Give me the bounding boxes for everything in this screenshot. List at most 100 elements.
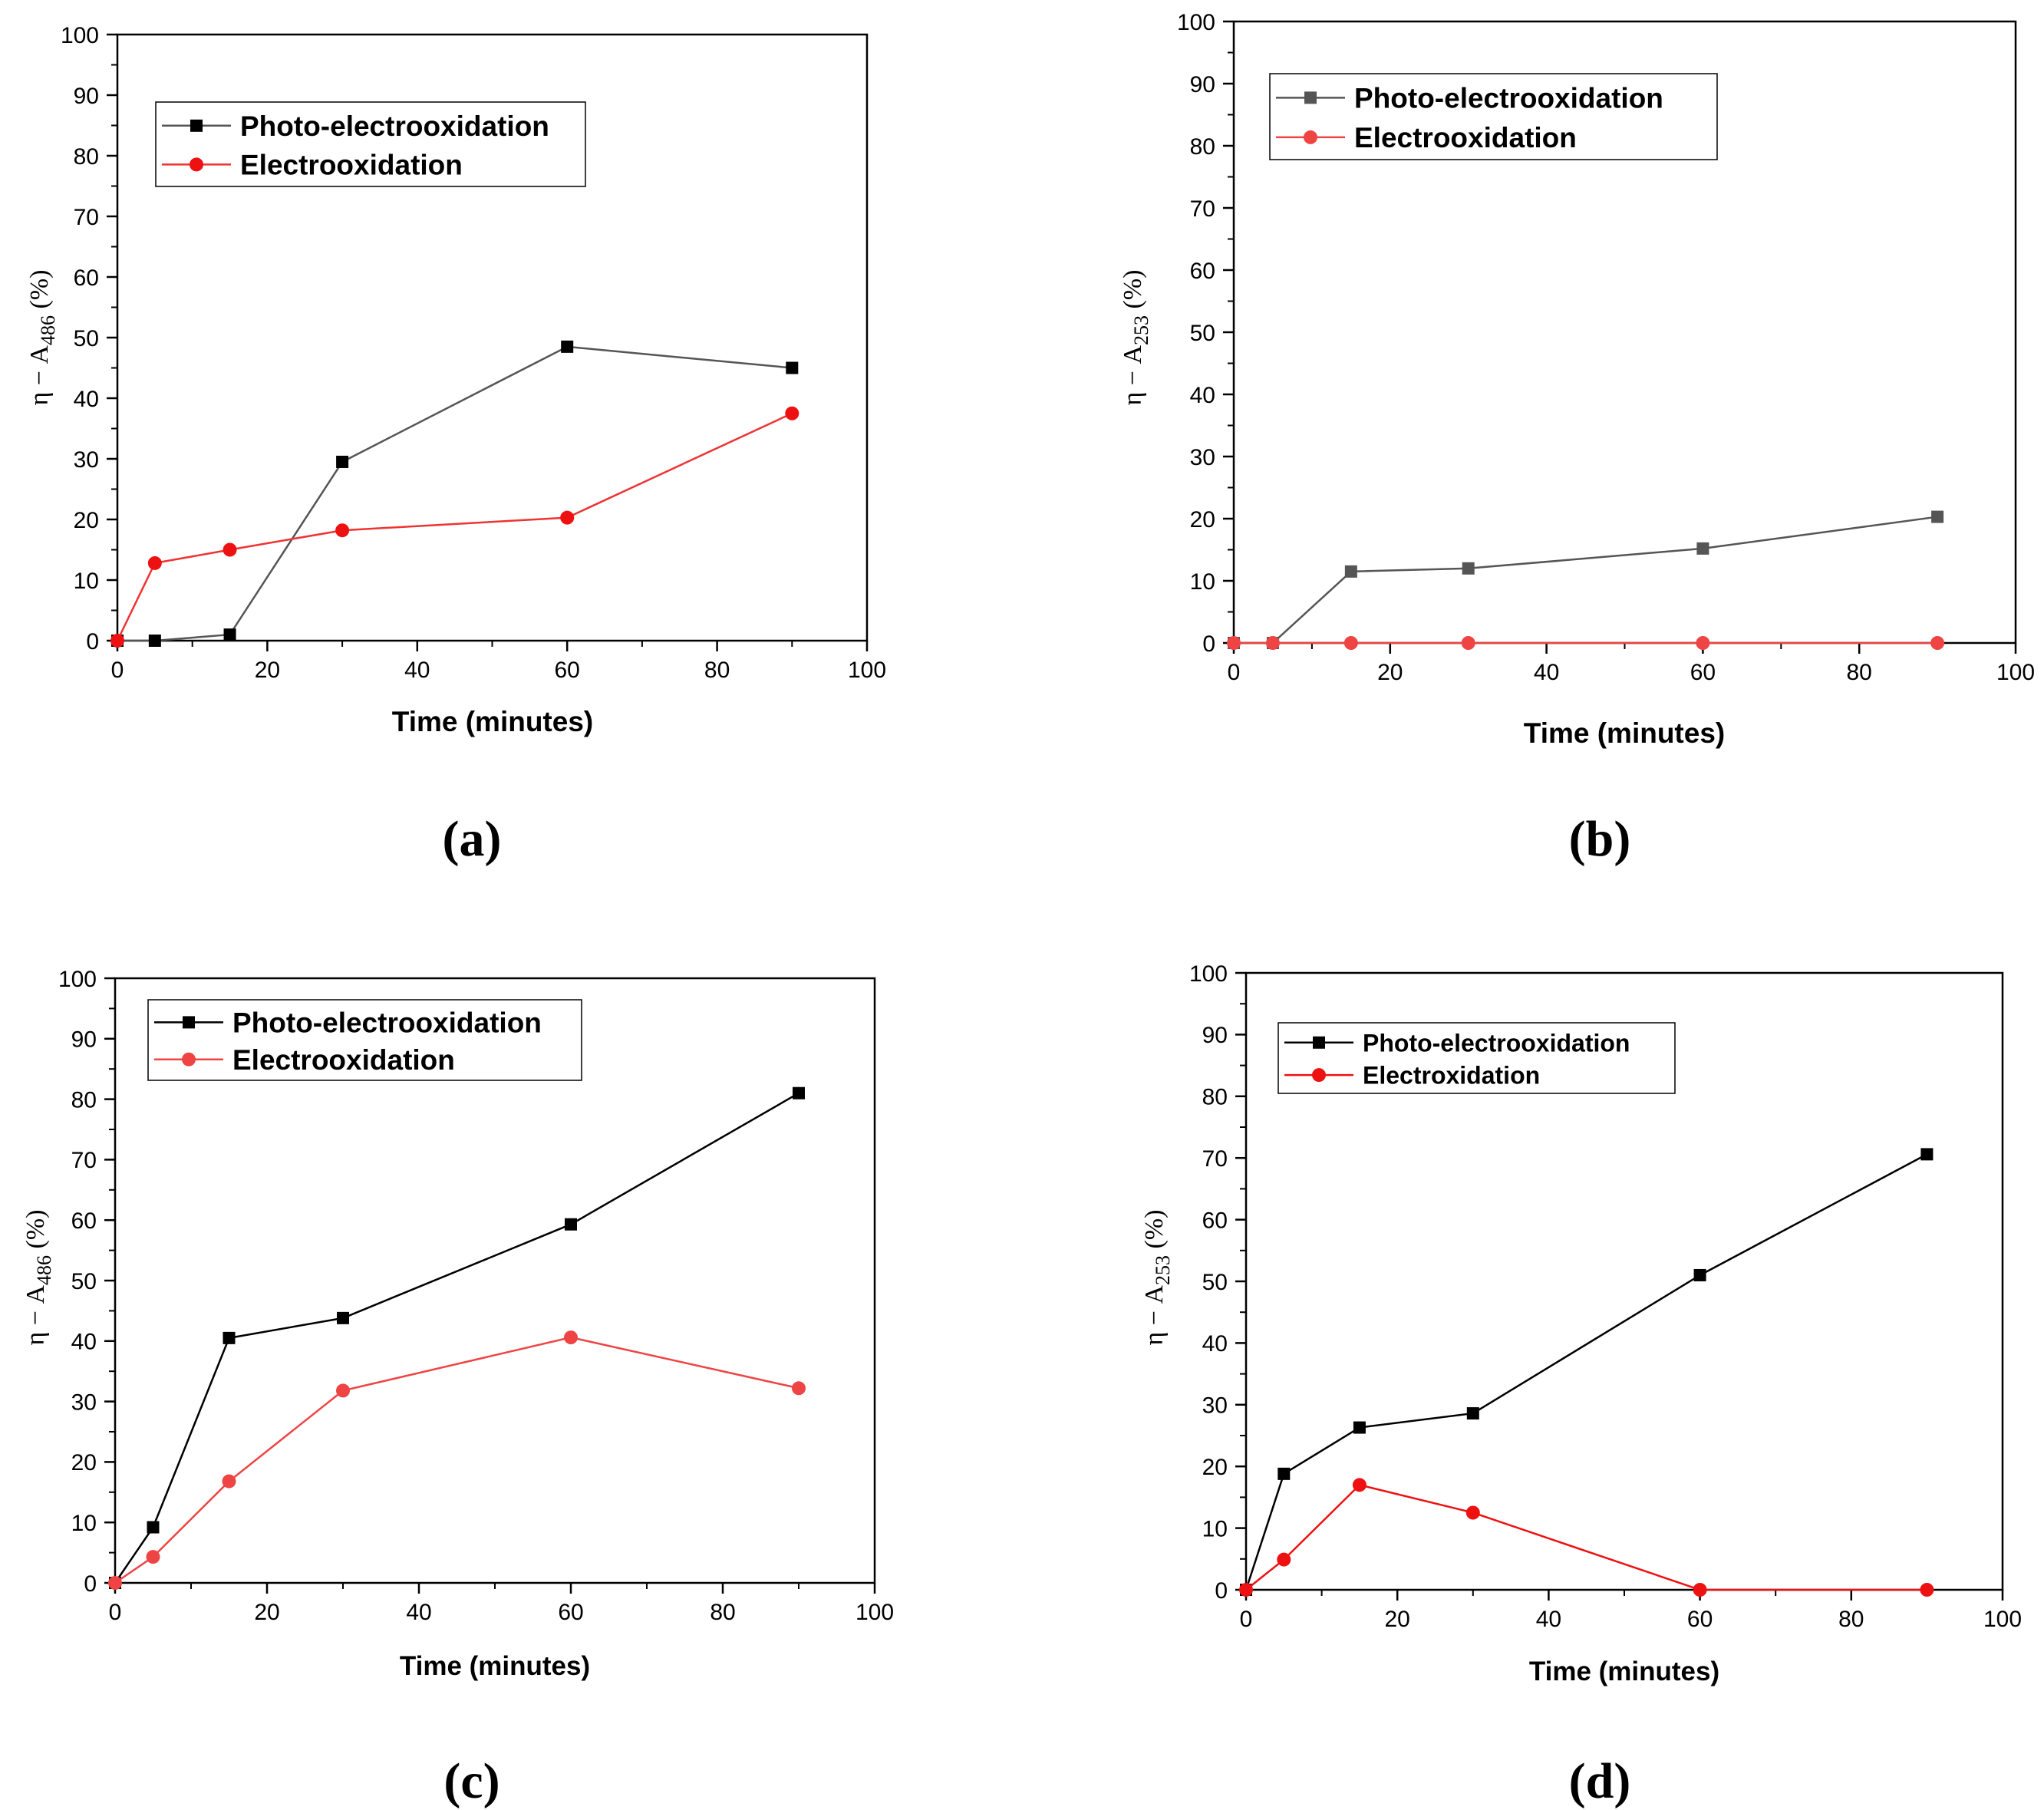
y-tick-label: 30 [1202,1393,1228,1419]
y-tick-label: 90 [1190,72,1215,97]
data-point-circle [792,1381,806,1396]
data-point-circle [146,1550,160,1564]
legend-label: Electrooxidation [240,150,463,181]
y-axis-title-subscript: 253 [1152,1255,1174,1285]
series-line-photo-electrooxidation [117,345,793,642]
legend-circle-marker [1312,1068,1326,1083]
y-axis-title: η − A486 (%) [25,270,59,406]
data-point-circle [1693,1583,1707,1597]
x-axis-title: Time (minutes) [1524,717,1725,749]
y-tick-label: 40 [74,387,99,412]
y-tick-label: 40 [1190,383,1215,408]
y-axis-title-subscript: 486 [33,1255,55,1285]
series-line-electrooxidation [116,412,793,641]
legend-square-marker [190,119,203,132]
y-tick-label: 90 [1202,1023,1228,1048]
series-line-photo-electrooxidation [1234,516,1938,645]
y-tick-label: 10 [1202,1516,1228,1541]
x-tick-label: 80 [704,658,730,683]
y-tick-label: 30 [74,447,99,473]
x-tick-label: 80 [710,1600,735,1625]
data-point-circle [1465,1505,1480,1520]
y-axis-title-main: η − A [25,345,54,406]
data-point-square [337,1311,349,1324]
legend: Photo-electrooxidation Electrooxidation [147,999,582,1081]
x-tick-label: 100 [1983,1607,2022,1632]
legend-label: Electrooxidation [232,1044,455,1076]
chart-panel-d: 0 20 40 60 80 100 0 10 20 30 40 50 60 70 80 90 100 Photo-… [1140,961,2022,1809]
legend: Photo-electrooxidation Electrooxidation [155,101,586,187]
data-point-square [148,635,161,647]
x-tick-label: 0 [1228,660,1241,685]
x-tick-label: 40 [1534,660,1559,685]
y-tick-label: 100 [1189,961,1228,987]
x-axis-title: Time (minutes) [1529,1657,1719,1686]
data-point-square [793,1086,805,1100]
data-point-square [1931,510,1944,523]
data-point-square [1696,542,1709,555]
y-tick-label: 30 [1190,445,1215,470]
y-tick-label: 60 [74,265,99,291]
y-axis-title-suffix: (%) [21,1210,50,1255]
data-point-square [336,455,349,468]
data-point-circle [1920,1583,1934,1597]
series-line-electrooxidation [114,1336,799,1584]
data-point-circle [564,1330,578,1345]
data-point-circle [336,1383,350,1398]
y-tick-label: 0 [1215,1578,1228,1604]
x-tick-label: 60 [1690,660,1716,685]
data-point-square [561,340,574,353]
panel-label: (b) [1569,811,1631,867]
data-point-circle [1277,1552,1291,1567]
x-tick-label: 20 [254,1600,279,1625]
legend-box [155,101,586,187]
data-point-circle [1461,636,1475,650]
data-point-circle [110,634,124,648]
y-tick-label: 60 [71,1208,97,1234]
y-tick-label: 20 [1202,1455,1228,1480]
legend-square-marker [1313,1036,1325,1049]
legend-label: Electrooxidation [1354,122,1577,153]
y-tick-label: 20 [71,1450,97,1475]
y-tick-label: 0 [84,1571,97,1597]
x-tick-label: 100 [848,658,886,683]
x-tick-label: 40 [1536,1607,1561,1632]
y-axis-title: η − A486 (%) [21,1210,55,1346]
legend-circle-marker [1304,130,1317,144]
y-tick-label: 100 [1177,10,1215,35]
y-tick-label: 50 [71,1269,97,1294]
y-axis-title-main: η − A [1140,1285,1169,1346]
x-tick-label: 0 [109,1600,122,1625]
panel-label: (a) [443,811,502,867]
y-axis-title-main: η − A [1119,345,1147,406]
y-axis-title-suffix: (%) [1119,270,1147,315]
panel-label: (d) [1569,1753,1631,1809]
x-tick-label: 40 [404,658,430,683]
x-tick-label: 100 [856,1600,894,1625]
y-axis-title: η − A253 (%) [1119,270,1152,406]
y-tick-label: 90 [74,84,99,109]
y-tick-label: 50 [1202,1270,1228,1295]
y-tick-label: 30 [71,1390,97,1415]
y-tick-label: 100 [61,23,99,48]
chart-panel-b: 0 20 40 60 80 100 0 10 20 30 40 50 60 70 80 90 100 Photo-… [1119,10,2035,867]
legend-label: Photo-electrooxidation [232,1007,542,1039]
legend-label: Photo-electrooxidation [1354,83,1663,114]
data-point-circle [223,542,237,557]
y-axis-title: η − A253 (%) [1140,1210,1174,1346]
x-tick-label: 0 [111,658,124,683]
y-tick-label: 80 [71,1087,97,1113]
x-tick-label: 60 [1687,1607,1713,1632]
series-line-electrooxidation [1245,1483,1927,1591]
x-axis-title: Time (minutes) [392,706,593,737]
data-point-square [1278,1467,1291,1480]
y-axis-title-subscript: 253 [1130,315,1152,345]
data-point-circle [1227,636,1241,650]
y-axis-title-main: η − A [21,1285,50,1346]
x-tick-label: 0 [1240,1607,1253,1632]
y-tick-label: 0 [86,629,99,654]
y-tick-label: 10 [1190,569,1215,595]
legend-box [147,999,582,1081]
data-point-circle [147,556,162,570]
data-point-square [786,361,799,374]
